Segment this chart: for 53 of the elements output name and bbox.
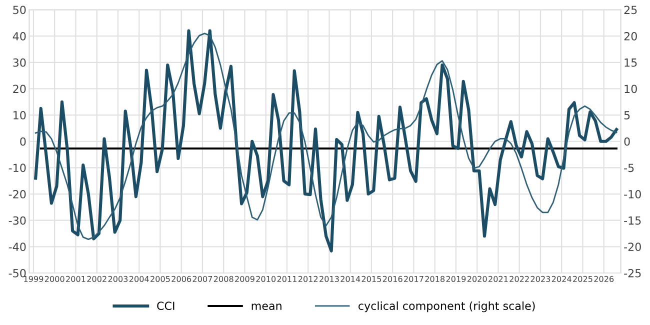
legend-label: CCI (157, 302, 174, 310)
legend-label: mean (252, 304, 282, 310)
x-tick-label: 2004 (129, 276, 149, 282)
x-tick-label: 2008 (214, 276, 234, 282)
y-tick-label: -50 (8, 268, 26, 278)
y2-tick-label: -25 (624, 268, 641, 278)
x-tick-label: 2011 (277, 276, 296, 282)
x-tick-label: 2024 (552, 276, 572, 282)
y2-tick-label: 20 (624, 32, 637, 40)
y2-tick-label: -15 (624, 216, 641, 225)
y2-tick-label: -5 (624, 164, 634, 172)
y-tick-label: -40 (8, 242, 26, 252)
y2-tick-label: 25 (624, 6, 637, 14)
y-tick-label: 0 (20, 137, 26, 146)
x-tick-label: 2017 (404, 276, 424, 282)
y2-tick-label: 15 (624, 58, 637, 67)
x-tick-label: 2010 (256, 276, 276, 282)
x-tick-label: 2018 (425, 276, 445, 282)
y-tick-label: 50 (13, 6, 26, 14)
y-tick-label: -20 (8, 190, 26, 198)
y2-tick-label: 10 (624, 84, 637, 94)
x-tick-label: 2006 (172, 276, 192, 282)
x-tick-label: 2003 (108, 276, 128, 282)
x-tick-label: 2013 (320, 276, 339, 282)
x-tick-label: 2016 (382, 276, 402, 282)
y-tick-label: 30 (13, 58, 26, 67)
y2-tick-label: 0 (624, 137, 630, 146)
x-tick-label: 2002 (87, 276, 106, 282)
x-tick-label: 2019 (446, 276, 466, 282)
y-tick-label: 40 (12, 32, 26, 40)
x-tick-label: 2015 (362, 276, 382, 282)
x-tick-label: 2000 (44, 276, 64, 282)
x-tick-label: 2021 (488, 276, 508, 282)
x-tick-label: 2005 (150, 276, 170, 282)
x-tick-label: 2012 (298, 276, 318, 282)
x-tick-label: 2007 (192, 276, 212, 282)
x-tick-label: 1999 (24, 276, 44, 282)
y2-tick-label: 5 (624, 111, 630, 120)
x-tick-label: 2023 (530, 276, 550, 282)
y2-tick-label: -20 (624, 242, 641, 252)
x-tick-label: 2014 (340, 276, 360, 282)
legend-label: cyclical component (right scale) (358, 301, 535, 312)
x-tick-label: 2020 (467, 276, 487, 282)
y2-tick-label: -10 (624, 190, 641, 198)
x-tick-label: 2026 (594, 276, 614, 282)
y-tick-label: -10 (8, 164, 26, 172)
x-tick-label: 2025 (573, 276, 592, 282)
x-tick-label: 2022 (510, 276, 529, 282)
x-tick-label: 2009 (235, 276, 254, 282)
y-tick-label: -30 (8, 216, 26, 225)
y-tick-label: 10 (14, 111, 26, 120)
x-tick-label: 2001 (66, 276, 86, 282)
y-tick-label: 20 (13, 84, 26, 94)
